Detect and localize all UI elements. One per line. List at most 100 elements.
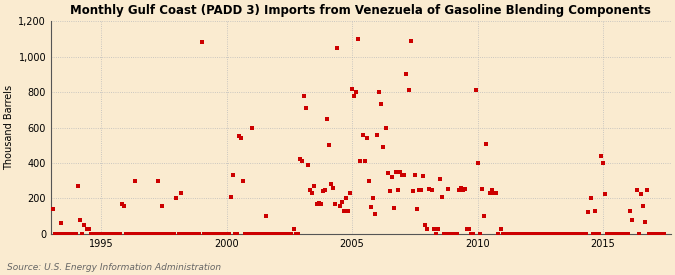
Point [171, 196, 182, 201]
Point [202, 232, 213, 236]
Point [410, 172, 421, 177]
Point [85, 232, 96, 236]
Point [315, 202, 326, 206]
Point [232, 232, 242, 236]
Point [294, 157, 305, 162]
Point [292, 232, 303, 236]
Point [495, 226, 506, 231]
Point [583, 210, 594, 214]
Point [468, 232, 479, 236]
Point [633, 232, 644, 236]
Point [533, 232, 543, 236]
Point [547, 232, 558, 236]
Point [652, 232, 663, 236]
Point [342, 209, 353, 213]
Point [211, 232, 221, 236]
Point [79, 223, 90, 227]
Point [403, 88, 414, 92]
Point [454, 188, 464, 192]
Point [621, 232, 632, 236]
Point [108, 232, 119, 236]
Point [106, 232, 117, 236]
Point [104, 232, 115, 236]
Point [522, 232, 533, 236]
Point [435, 177, 446, 181]
Point [589, 209, 600, 213]
Point [345, 191, 356, 195]
Point [600, 192, 611, 196]
Point [75, 218, 86, 222]
Point [591, 232, 602, 236]
Point [56, 221, 67, 226]
Point [303, 163, 314, 167]
Point [178, 232, 188, 236]
Point [412, 207, 423, 211]
Point [290, 232, 301, 236]
Point [273, 232, 284, 236]
Point [359, 159, 370, 163]
Point [428, 226, 439, 231]
Point [90, 232, 101, 236]
Point [570, 232, 581, 236]
Point [102, 232, 113, 236]
Point [470, 88, 481, 92]
Point [556, 232, 566, 236]
Point [219, 232, 230, 236]
Point [479, 214, 489, 218]
Point [466, 232, 477, 236]
Point [215, 232, 225, 236]
Point [125, 232, 136, 236]
Point [60, 232, 71, 236]
Y-axis label: Thousand Barrels: Thousand Barrels [4, 85, 14, 170]
Point [639, 219, 650, 224]
Point [658, 232, 669, 236]
Point [121, 232, 132, 236]
Point [378, 145, 389, 149]
Point [58, 232, 69, 236]
Point [234, 134, 244, 139]
Point [152, 178, 163, 183]
Point [452, 232, 462, 236]
Point [180, 232, 190, 236]
Point [165, 232, 176, 236]
Point [134, 232, 144, 236]
Point [144, 232, 155, 236]
Point [654, 232, 665, 236]
Point [123, 232, 134, 236]
Point [449, 232, 460, 236]
Point [541, 232, 552, 236]
Point [173, 232, 184, 236]
Point [597, 161, 608, 165]
Point [271, 232, 282, 236]
Point [300, 106, 311, 110]
Point [485, 191, 495, 195]
Point [520, 232, 531, 236]
Point [500, 232, 510, 236]
Point [518, 232, 529, 236]
Point [87, 232, 98, 236]
Point [386, 175, 397, 179]
Point [487, 188, 497, 192]
Point [472, 161, 483, 165]
Point [190, 232, 200, 236]
Point [238, 178, 249, 183]
Point [646, 232, 657, 236]
Text: Source: U.S. Energy Information Administration: Source: U.S. Energy Information Administ… [7, 263, 221, 272]
Point [443, 186, 454, 191]
Point [531, 232, 541, 236]
Point [549, 232, 560, 236]
Point [526, 232, 537, 236]
Point [252, 232, 263, 236]
Point [275, 232, 286, 236]
Point [437, 194, 448, 199]
Point [119, 204, 130, 208]
Point [585, 196, 596, 201]
Point [254, 232, 265, 236]
Point [489, 191, 500, 195]
Point [477, 186, 487, 191]
Point [71, 232, 82, 236]
Point [248, 232, 259, 236]
Point [69, 232, 80, 236]
Point [52, 232, 63, 236]
Point [355, 159, 366, 163]
